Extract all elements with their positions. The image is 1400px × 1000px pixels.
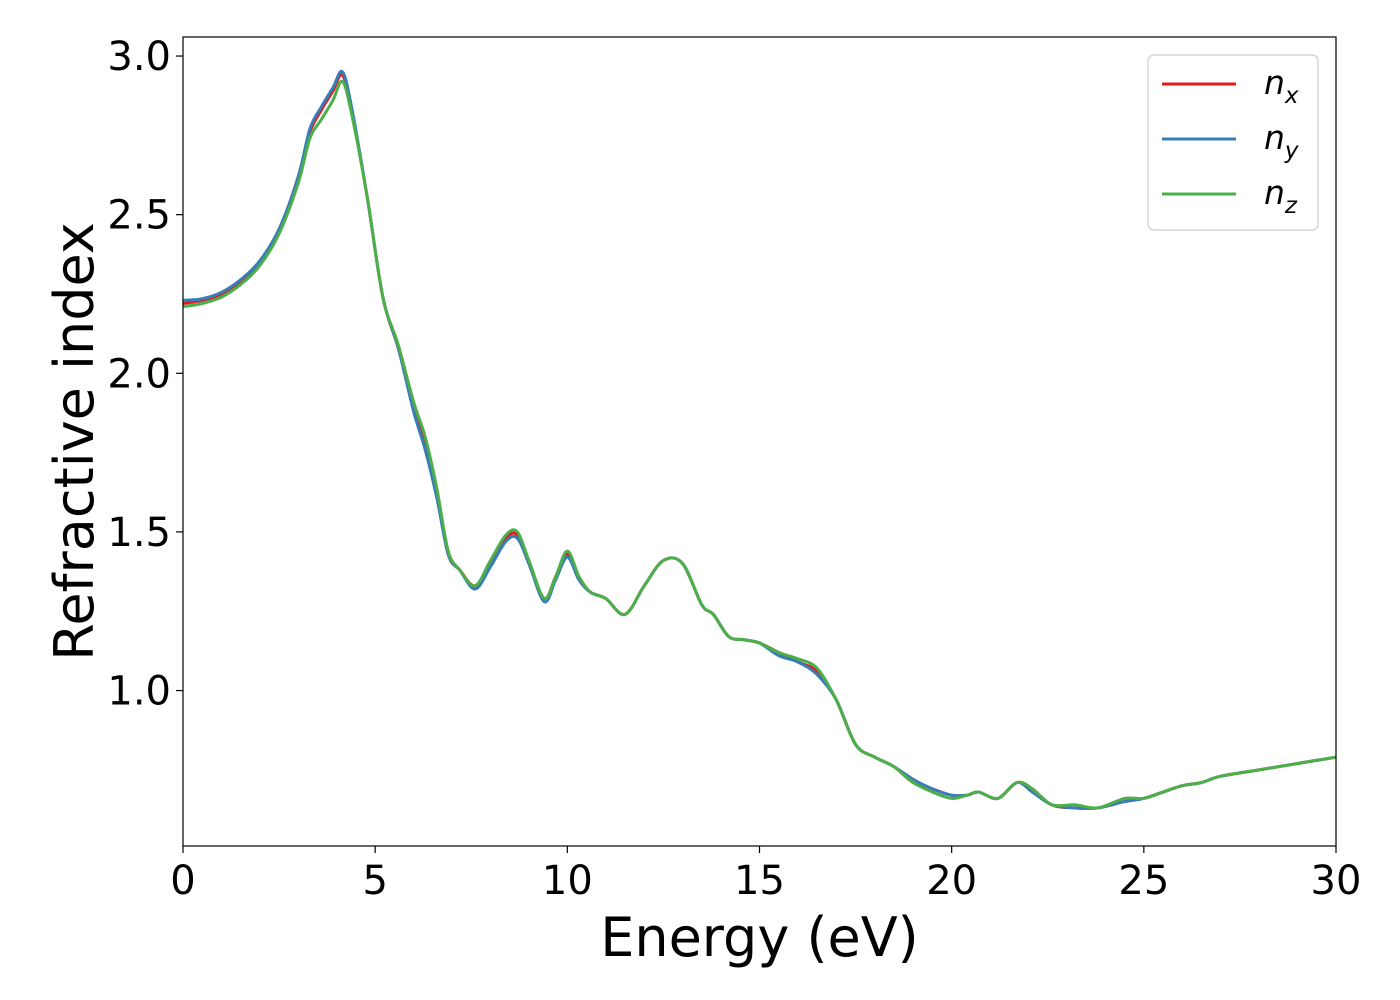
series-lines [183,69,1336,811]
legend-label-y: ny [1264,118,1299,164]
y-tick-label: 1.0 [107,669,171,715]
x-tick-label: 30 [1311,858,1362,904]
series-line-z [183,79,1336,810]
y-tick-label: 2.0 [107,351,171,397]
x-tick-label: 25 [1118,858,1169,904]
y-tick-label: 3.0 [107,34,171,80]
legend: nx ny nz [1147,54,1319,231]
y-axis-ticks: 1.0 1.5 2.0 2.5 3.0 [107,34,183,715]
x-tick-label: 10 [542,858,593,904]
x-tick-label: 5 [362,858,387,904]
x-axis-label: Energy (eV) [600,906,919,969]
legend-label-z: nz [1264,173,1298,219]
y-axis-label: Refractive index [43,222,106,661]
y-tick-label: 1.5 [107,510,171,556]
y-tick-label: 2.5 [107,193,171,239]
x-tick-label: 0 [170,858,195,904]
x-tick-label: 20 [926,858,977,904]
x-axis-ticks: 0 5 10 15 20 25 30 [170,846,1361,904]
x-tick-label: 15 [734,858,785,904]
legend-box [1147,54,1319,231]
legend-label-x: nx [1264,63,1299,109]
